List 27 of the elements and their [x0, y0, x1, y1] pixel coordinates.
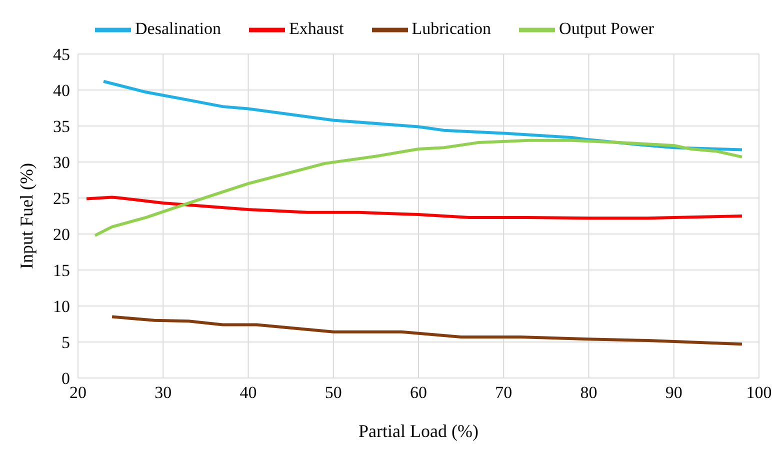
x-tick-label: 90	[665, 383, 682, 402]
y-tick-label: 35	[53, 117, 70, 136]
line-series	[110, 315, 744, 346]
legend-label: Exhaust	[288, 18, 344, 38]
x-tick-label: 100	[746, 383, 772, 402]
y-tick-label: 15	[53, 261, 70, 280]
legend-label: Desalination	[135, 18, 221, 38]
x-tick-label: 70	[495, 383, 512, 402]
y-tick-label: 25	[53, 189, 70, 208]
y-tick-label: 0	[62, 369, 70, 388]
y-tick-label: 45	[53, 45, 70, 64]
x-tick-label: 60	[410, 383, 427, 402]
legend-label: Lubrication	[412, 18, 492, 38]
y-tick-label: 5	[62, 333, 70, 352]
y-tick-label: 20	[53, 225, 70, 244]
x-tick-label: 40	[240, 383, 257, 402]
y-tick-label: 40	[53, 81, 70, 100]
y-axis-title: Input Fuel (%)	[16, 163, 36, 269]
y-tick-label: 30	[53, 153, 70, 172]
x-tick-label: 30	[154, 383, 172, 402]
line-series	[94, 138, 744, 237]
x-axis-title: Partial Load (%)	[358, 420, 478, 441]
line-series	[85, 196, 744, 220]
x-tick-label: 80	[580, 383, 598, 402]
x-tick-label: 50	[324, 383, 342, 402]
y-tick-label: 10	[53, 297, 70, 316]
legend-label: Output Power	[559, 18, 654, 38]
